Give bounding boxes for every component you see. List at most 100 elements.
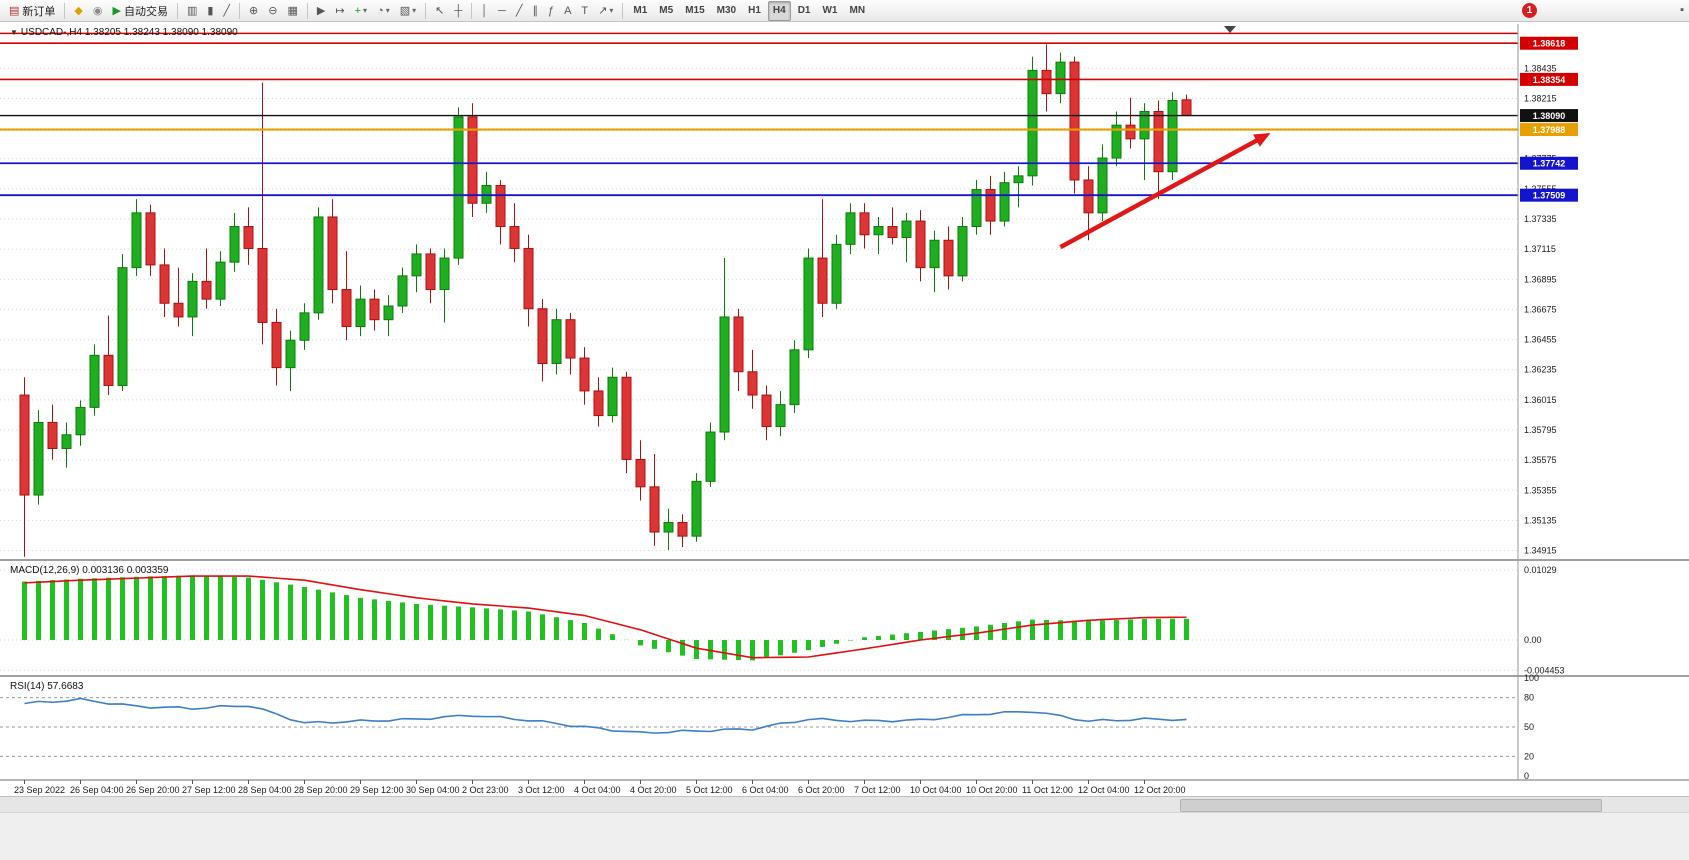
candle <box>733 316 744 373</box>
time-axis-label: 27 Sep 12:00 <box>182 785 236 795</box>
candle <box>1083 179 1094 214</box>
bar-chart-button[interactable]: ▥ <box>183 1 201 21</box>
line-chart-button[interactable]: ╱ <box>219 1 234 21</box>
candle-chart-icon: ▮ <box>207 4 214 17</box>
chart-shift-button[interactable]: ↦ <box>331 1 348 21</box>
candlestick-series <box>19 44 1192 557</box>
svg-text:1.35575: 1.35575 <box>1524 455 1557 465</box>
svg-text:1.35135: 1.35135 <box>1524 515 1557 525</box>
timeframe-mn-button[interactable]: MN <box>849 5 866 16</box>
toolbar-overflow-icon[interactable]: ▪ <box>1680 4 1684 16</box>
timeframe-d1-button[interactable]: D1 <box>797 5 811 16</box>
tile-windows-button[interactable]: ▦ <box>283 1 301 21</box>
cursor-button[interactable]: ↖ <box>431 1 448 21</box>
notification-badge[interactable]: 1 <box>1522 3 1537 18</box>
text-button[interactable]: A <box>560 1 575 21</box>
toolbar-separator <box>622 2 624 19</box>
periods-icon: ◔ <box>377 4 384 17</box>
svg-text:1.38618: 1.38618 <box>1533 39 1566 49</box>
templates-button[interactable]: ▧ ▾ <box>396 1 420 21</box>
toolbar-separator <box>176 2 178 19</box>
candle <box>677 521 688 537</box>
chart-shift-marker[interactable] <box>1224 26 1236 33</box>
candle <box>705 431 716 482</box>
candle <box>957 226 968 277</box>
candle <box>299 312 310 341</box>
time-axis[interactable]: 23 Sep 2022 26 Sep 04:00 26 Sep 20:00 27 Se… <box>14 780 1186 795</box>
chart-title-text: USDCAD-,H4 1.38205 1.38243 1.38090 1.380… <box>20 27 238 38</box>
pivot-line-badge <box>1520 123 1578 137</box>
candle <box>47 421 58 449</box>
metaeditor-button[interactable]: ◆ <box>70 1 86 21</box>
svg-text:1.38354: 1.38354 <box>1533 75 1566 85</box>
candle <box>565 319 576 359</box>
zoom-in-button[interactable]: ⊕ <box>245 1 262 21</box>
candle <box>817 257 828 304</box>
candle <box>845 212 856 245</box>
candle <box>929 239 940 269</box>
autotrading-button[interactable]: ▶ 自动交易 <box>108 1 171 21</box>
timeframe-h1-button[interactable]: H1 <box>748 5 761 16</box>
vertical-line-icon: │ <box>481 4 489 17</box>
new-order-button[interactable]: ▤ 新订单 <box>5 1 59 21</box>
timeframe-m1-button[interactable]: M1 <box>633 5 648 16</box>
timeframe-m15-button[interactable]: M15 <box>685 5 705 16</box>
time-axis-label: 7 Oct 12:00 <box>854 785 901 795</box>
scrollbar-thumb[interactable] <box>1180 799 1602 812</box>
indicators-button[interactable]: + ▾ <box>351 1 371 21</box>
trendline-button[interactable]: ╱ <box>512 1 527 21</box>
arrows-button[interactable]: ↗ ▾ <box>594 1 617 21</box>
dropdown-arrow-icon: ▾ <box>609 6 614 15</box>
symbol-dropdown-icon[interactable]: ▼ <box>10 28 18 37</box>
horizontal-scrollbar[interactable] <box>0 796 1689 813</box>
trend-arrow-annotation[interactable] <box>1059 132 1271 250</box>
candle <box>887 226 898 238</box>
periods-button[interactable]: ◔ ▾ <box>373 1 394 21</box>
timeframe-h4-button[interactable]: H4 <box>767 0 791 21</box>
timeframe-m5-button[interactable]: M5 <box>659 5 674 16</box>
bid-price-line-badge <box>1520 109 1578 123</box>
candle <box>131 212 142 269</box>
horizontal-line-button[interactable]: ─ <box>494 1 510 21</box>
zoom-out-button[interactable]: ⊖ <box>264 1 281 21</box>
candle <box>411 253 422 277</box>
candle <box>313 216 324 314</box>
vertical-line-button[interactable]: │ <box>477 1 492 21</box>
candle-chart-button[interactable]: ▮ <box>203 1 217 21</box>
auto-scroll-button[interactable]: ▶ <box>313 1 329 21</box>
fibonacci-button[interactable]: ƒ <box>544 1 558 21</box>
candle <box>257 247 268 323</box>
timeframe-m30-button[interactable]: M30 <box>716 5 737 16</box>
candle <box>789 349 800 406</box>
candle <box>355 298 366 328</box>
candle <box>1181 99 1192 117</box>
macd-panel: 0.01029 0.00 -0.004453 <box>0 565 1565 675</box>
candle <box>663 521 674 533</box>
svg-text:1.38215: 1.38215 <box>1524 93 1557 103</box>
candle <box>145 212 156 266</box>
crosshair-button[interactable]: ┼ <box>450 1 466 21</box>
timeframe-w1-button[interactable]: W1 <box>822 5 838 16</box>
candle <box>495 184 506 228</box>
chart-canvas[interactable]: 1.384351.382151.379951.377751.375551.373… <box>0 22 1689 796</box>
price-axis-badges: 1.38618 1.38354 1.38090 1.37988 1.37742 1.375… <box>1520 36 1578 202</box>
toolbar-groups: ▤ 新订单 ◆ ◉ ▶ 自动交易 ▥ ▮ ╱ ⊕ ⊖ ▦ ▶ ↦ + ▾ ◔ ▾ ▧ ▾ ↖ ┼ │ ─ ╱ ∥ ƒ A T ↗ ▾ M1 M5… <box>4 0 871 22</box>
macd-indicator-label: MACD(12,26,9) 0.003136 0.003359 <box>10 565 169 576</box>
svg-text:1.36015: 1.36015 <box>1524 395 1557 405</box>
candle <box>103 354 114 386</box>
time-axis-label: 26 Sep 04:00 <box>70 785 124 795</box>
chart-area[interactable]: 1.384351.382151.379951.377751.375551.373… <box>0 22 1689 796</box>
time-axis-label: 6 Oct 04:00 <box>742 785 789 795</box>
label-button[interactable]: T <box>577 1 592 21</box>
horizontal-line-icon: ─ <box>498 4 506 17</box>
channel-button[interactable]: ∥ <box>528 1 542 21</box>
candle <box>523 247 534 310</box>
community-button[interactable]: ◉ <box>89 1 107 21</box>
candle <box>215 261 226 300</box>
toolbar-separator <box>471 2 473 19</box>
metaeditor-icon: ◆ <box>74 4 83 17</box>
time-axis-label: 10 Oct 20:00 <box>966 785 1018 795</box>
candle <box>1125 124 1136 140</box>
svg-text:1.37742: 1.37742 <box>1533 159 1566 169</box>
candle <box>19 394 30 496</box>
